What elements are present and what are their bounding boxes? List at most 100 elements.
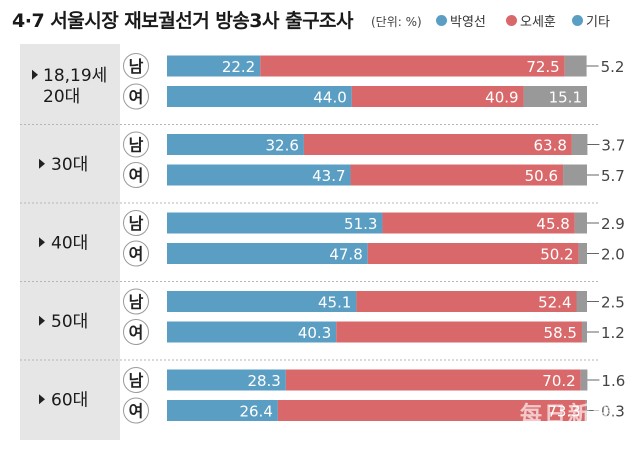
bar-segment-park bbox=[167, 243, 368, 264]
value-label-oh: 63.8 bbox=[533, 137, 566, 155]
value-label-park: 43.7 bbox=[312, 167, 345, 185]
bar-segment-oh bbox=[303, 134, 572, 155]
bar-segment-other bbox=[523, 86, 587, 107]
value-label-oh: 52.4 bbox=[538, 294, 571, 312]
bar-segment-park bbox=[167, 369, 286, 391]
value-label-other: 1.2 bbox=[601, 324, 625, 342]
legend-item-park: 박영선 bbox=[436, 11, 486, 30]
unit-label: (단위: %) bbox=[371, 15, 422, 29]
value-label-other: 5.2 bbox=[601, 58, 625, 76]
bar-segment-park bbox=[167, 164, 351, 186]
gender-badge bbox=[123, 319, 149, 345]
bar-segment-park bbox=[167, 86, 352, 107]
group-label: 30대 bbox=[51, 155, 88, 175]
bar-segment-other bbox=[581, 321, 587, 343]
value-label-oh: 50.6 bbox=[525, 167, 558, 185]
legend-dot-icon bbox=[572, 14, 583, 26]
value-label-other: 2.0 bbox=[601, 246, 625, 264]
group-label: 60대 bbox=[51, 390, 88, 410]
group-label: 20대 bbox=[43, 87, 80, 107]
bar-segment-oh bbox=[285, 369, 581, 391]
bar-segment-other bbox=[580, 369, 588, 391]
gender-label: 여 bbox=[129, 402, 144, 421]
bar-segment-other bbox=[563, 164, 587, 186]
value-label-park: 44.0 bbox=[313, 89, 346, 107]
bar-segment-oh bbox=[277, 400, 586, 421]
bar-segment-other bbox=[585, 400, 587, 421]
group-arrow-icon bbox=[39, 394, 45, 405]
legend-label: 오세훈 bbox=[520, 14, 556, 30]
watermark-logo: 每日新聞 bbox=[519, 402, 616, 428]
gender-badge bbox=[123, 210, 149, 236]
value-label-park: 22.2 bbox=[222, 58, 255, 76]
value-label-oh: 45.8 bbox=[536, 215, 569, 233]
bar-segment-oh bbox=[350, 164, 564, 186]
bar-segment-oh bbox=[356, 291, 577, 312]
bar-segment-park bbox=[167, 321, 337, 343]
group-arrow-icon bbox=[39, 158, 45, 169]
group-arrow-icon bbox=[39, 315, 45, 326]
group-label: 40대 bbox=[51, 233, 88, 253]
value-label-oh: 50.2 bbox=[540, 246, 573, 264]
bar-segment-park bbox=[167, 55, 261, 77]
gender-label: 여 bbox=[129, 166, 144, 185]
group-arrow-icon bbox=[32, 69, 38, 80]
bar-segment-oh bbox=[367, 243, 579, 264]
gender-badge bbox=[123, 288, 149, 315]
group-arrow-icon bbox=[39, 237, 45, 248]
value-label-park: 51.3 bbox=[344, 215, 377, 233]
bar-segment-other bbox=[578, 243, 587, 264]
gender-badge bbox=[123, 367, 149, 393]
value-label-other: 2.9 bbox=[601, 215, 625, 233]
gender-badge bbox=[123, 83, 149, 110]
bar-segment-oh bbox=[351, 86, 524, 107]
value-label-other: 15.1 bbox=[549, 89, 582, 107]
value-label-park: 28.3 bbox=[247, 372, 280, 390]
bar-segment-other bbox=[574, 212, 587, 234]
bar-segment-other bbox=[576, 291, 587, 312]
gender-label: 남 bbox=[129, 371, 144, 390]
bar-segment-park bbox=[167, 400, 278, 421]
gender-badge bbox=[123, 240, 149, 267]
bar-segment-oh bbox=[336, 321, 582, 343]
gender-label: 여 bbox=[129, 323, 144, 342]
gender-label: 남 bbox=[129, 136, 144, 155]
value-label-oh: 70.2 bbox=[542, 372, 575, 390]
value-label-oh: 40.9 bbox=[485, 89, 518, 107]
gender-label: 여 bbox=[129, 88, 144, 107]
bar-segment-park bbox=[167, 212, 383, 234]
gender-label: 남 bbox=[129, 214, 144, 233]
chart-title: 4·7 서울시장 재보궐선거 방송3사 출구조사 bbox=[12, 10, 354, 32]
legend-item-oh: 오세훈 bbox=[506, 11, 556, 30]
gender-badge bbox=[123, 53, 149, 79]
gender-label: 남 bbox=[129, 293, 144, 312]
bar-segment-oh bbox=[382, 212, 575, 234]
value-label-park: 45.1 bbox=[318, 294, 351, 312]
value-label-oh: 72.5 bbox=[526, 58, 559, 76]
bar-segment-other bbox=[564, 55, 587, 77]
value-label-park: 32.6 bbox=[266, 137, 299, 155]
value-label-other: 2.5 bbox=[601, 294, 625, 312]
group-label: 18,19세 bbox=[43, 66, 107, 86]
row-label-panel bbox=[20, 44, 120, 440]
legend-dot-icon bbox=[436, 14, 447, 26]
legend-label: 박영선 bbox=[450, 14, 486, 30]
legend-dot-icon bbox=[506, 14, 517, 26]
bar-segment-park bbox=[167, 134, 304, 155]
value-label-oh: 58.5 bbox=[544, 324, 577, 342]
bar-segment-other bbox=[571, 134, 588, 155]
value-label-park: 47.8 bbox=[329, 246, 362, 264]
gender-badge bbox=[123, 131, 149, 158]
value-label-other: 1.6 bbox=[601, 372, 625, 390]
value-label-park: 40.3 bbox=[298, 324, 331, 342]
value-label-oh: 73.3 bbox=[547, 403, 580, 421]
value-label-other: 5.7 bbox=[601, 167, 625, 185]
value-label-other: 0.3 bbox=[601, 403, 625, 421]
legend-item-other: 기타 bbox=[572, 11, 610, 30]
value-label-park: 26.4 bbox=[239, 403, 272, 421]
gender-badge bbox=[123, 397, 149, 424]
group-label: 50대 bbox=[51, 312, 88, 332]
legend-label: 기타 bbox=[586, 14, 610, 30]
gender-badge bbox=[123, 162, 149, 188]
